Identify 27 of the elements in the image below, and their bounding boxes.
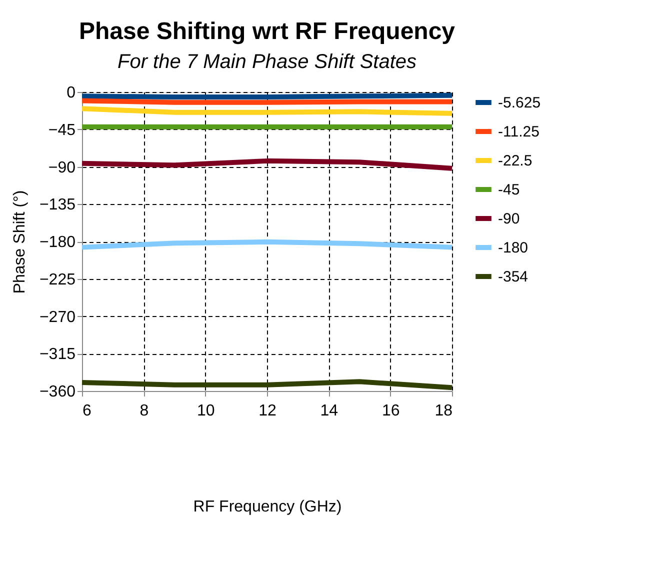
legend-label: -90	[498, 210, 520, 228]
y-tick-label: −270	[39, 308, 76, 326]
x-tick-label: 8	[140, 402, 149, 420]
y-tick-label: −315	[39, 346, 76, 364]
legend-label: -180	[498, 240, 528, 256]
legend-label: -5.625	[498, 94, 541, 112]
y-tick-label: −45	[48, 122, 76, 139]
y-tick-label: −225	[39, 271, 76, 288]
x-tick-label: 16	[382, 402, 400, 420]
y-tick-label: 0	[66, 84, 76, 102]
legend-label: -22.5	[498, 152, 532, 170]
legend-label: -45	[498, 182, 520, 198]
chart-title: Phase Shifting wrt RF Frequency	[78, 18, 456, 45]
y-axis-title: Phase Shift (°)	[11, 190, 28, 294]
x-tick-label: 6	[82, 402, 92, 420]
y-tick-label: −135	[39, 196, 76, 214]
legend-label: -11.25	[498, 124, 540, 140]
x-tick-label: 10	[196, 402, 215, 420]
chart-subtitle: For the 7 Main Phase Shift States	[117, 51, 417, 73]
x-axis-title: RF Frequency (GHz)	[193, 498, 342, 516]
x-tick-label: 14	[320, 402, 338, 420]
y-tick-label: −90	[48, 159, 76, 176]
y-tick-label: −360	[39, 384, 76, 400]
x-tick-label: 18	[434, 402, 453, 420]
x-tick-label: 12	[258, 402, 276, 420]
y-tick-label: −180	[39, 234, 76, 251]
legend-label: -354	[498, 268, 528, 286]
